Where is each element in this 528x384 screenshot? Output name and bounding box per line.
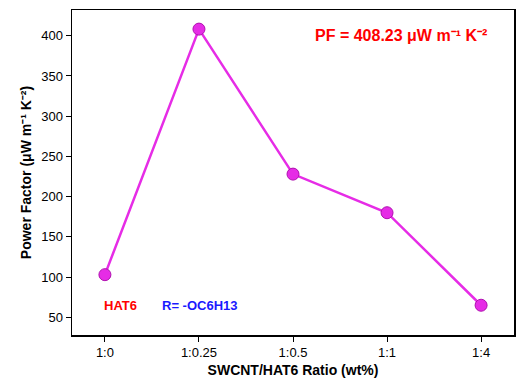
svg-text:300: 300 (41, 109, 63, 124)
svg-text:100: 100 (41, 270, 63, 285)
svg-text:HAT6: HAT6 (104, 298, 137, 313)
svg-text:R= -OC6H13: R= -OC6H13 (162, 298, 238, 313)
svg-text:1:0.25: 1:0.25 (181, 345, 217, 360)
svg-text:350: 350 (41, 69, 63, 84)
svg-text:1:0: 1:0 (96, 345, 114, 360)
svg-text:Power Factor (μW m⁻¹ K⁻²): Power Factor (μW m⁻¹ K⁻²) (18, 86, 34, 259)
svg-text:PF = 408.23 μW m⁻¹ K⁻²: PF = 408.23 μW m⁻¹ K⁻² (315, 27, 487, 44)
svg-text:250: 250 (41, 149, 63, 164)
svg-text:1:4: 1:4 (472, 345, 490, 360)
svg-text:1:1: 1:1 (378, 345, 396, 360)
svg-text:200: 200 (41, 189, 63, 204)
svg-text:50: 50 (48, 310, 62, 325)
svg-text:150: 150 (41, 229, 63, 244)
svg-text:400: 400 (41, 28, 63, 43)
svg-text:SWCNT/HAT6 Ratio (wt%): SWCNT/HAT6 Ratio (wt%) (208, 362, 379, 378)
svg-text:1:0.5: 1:0.5 (279, 345, 308, 360)
